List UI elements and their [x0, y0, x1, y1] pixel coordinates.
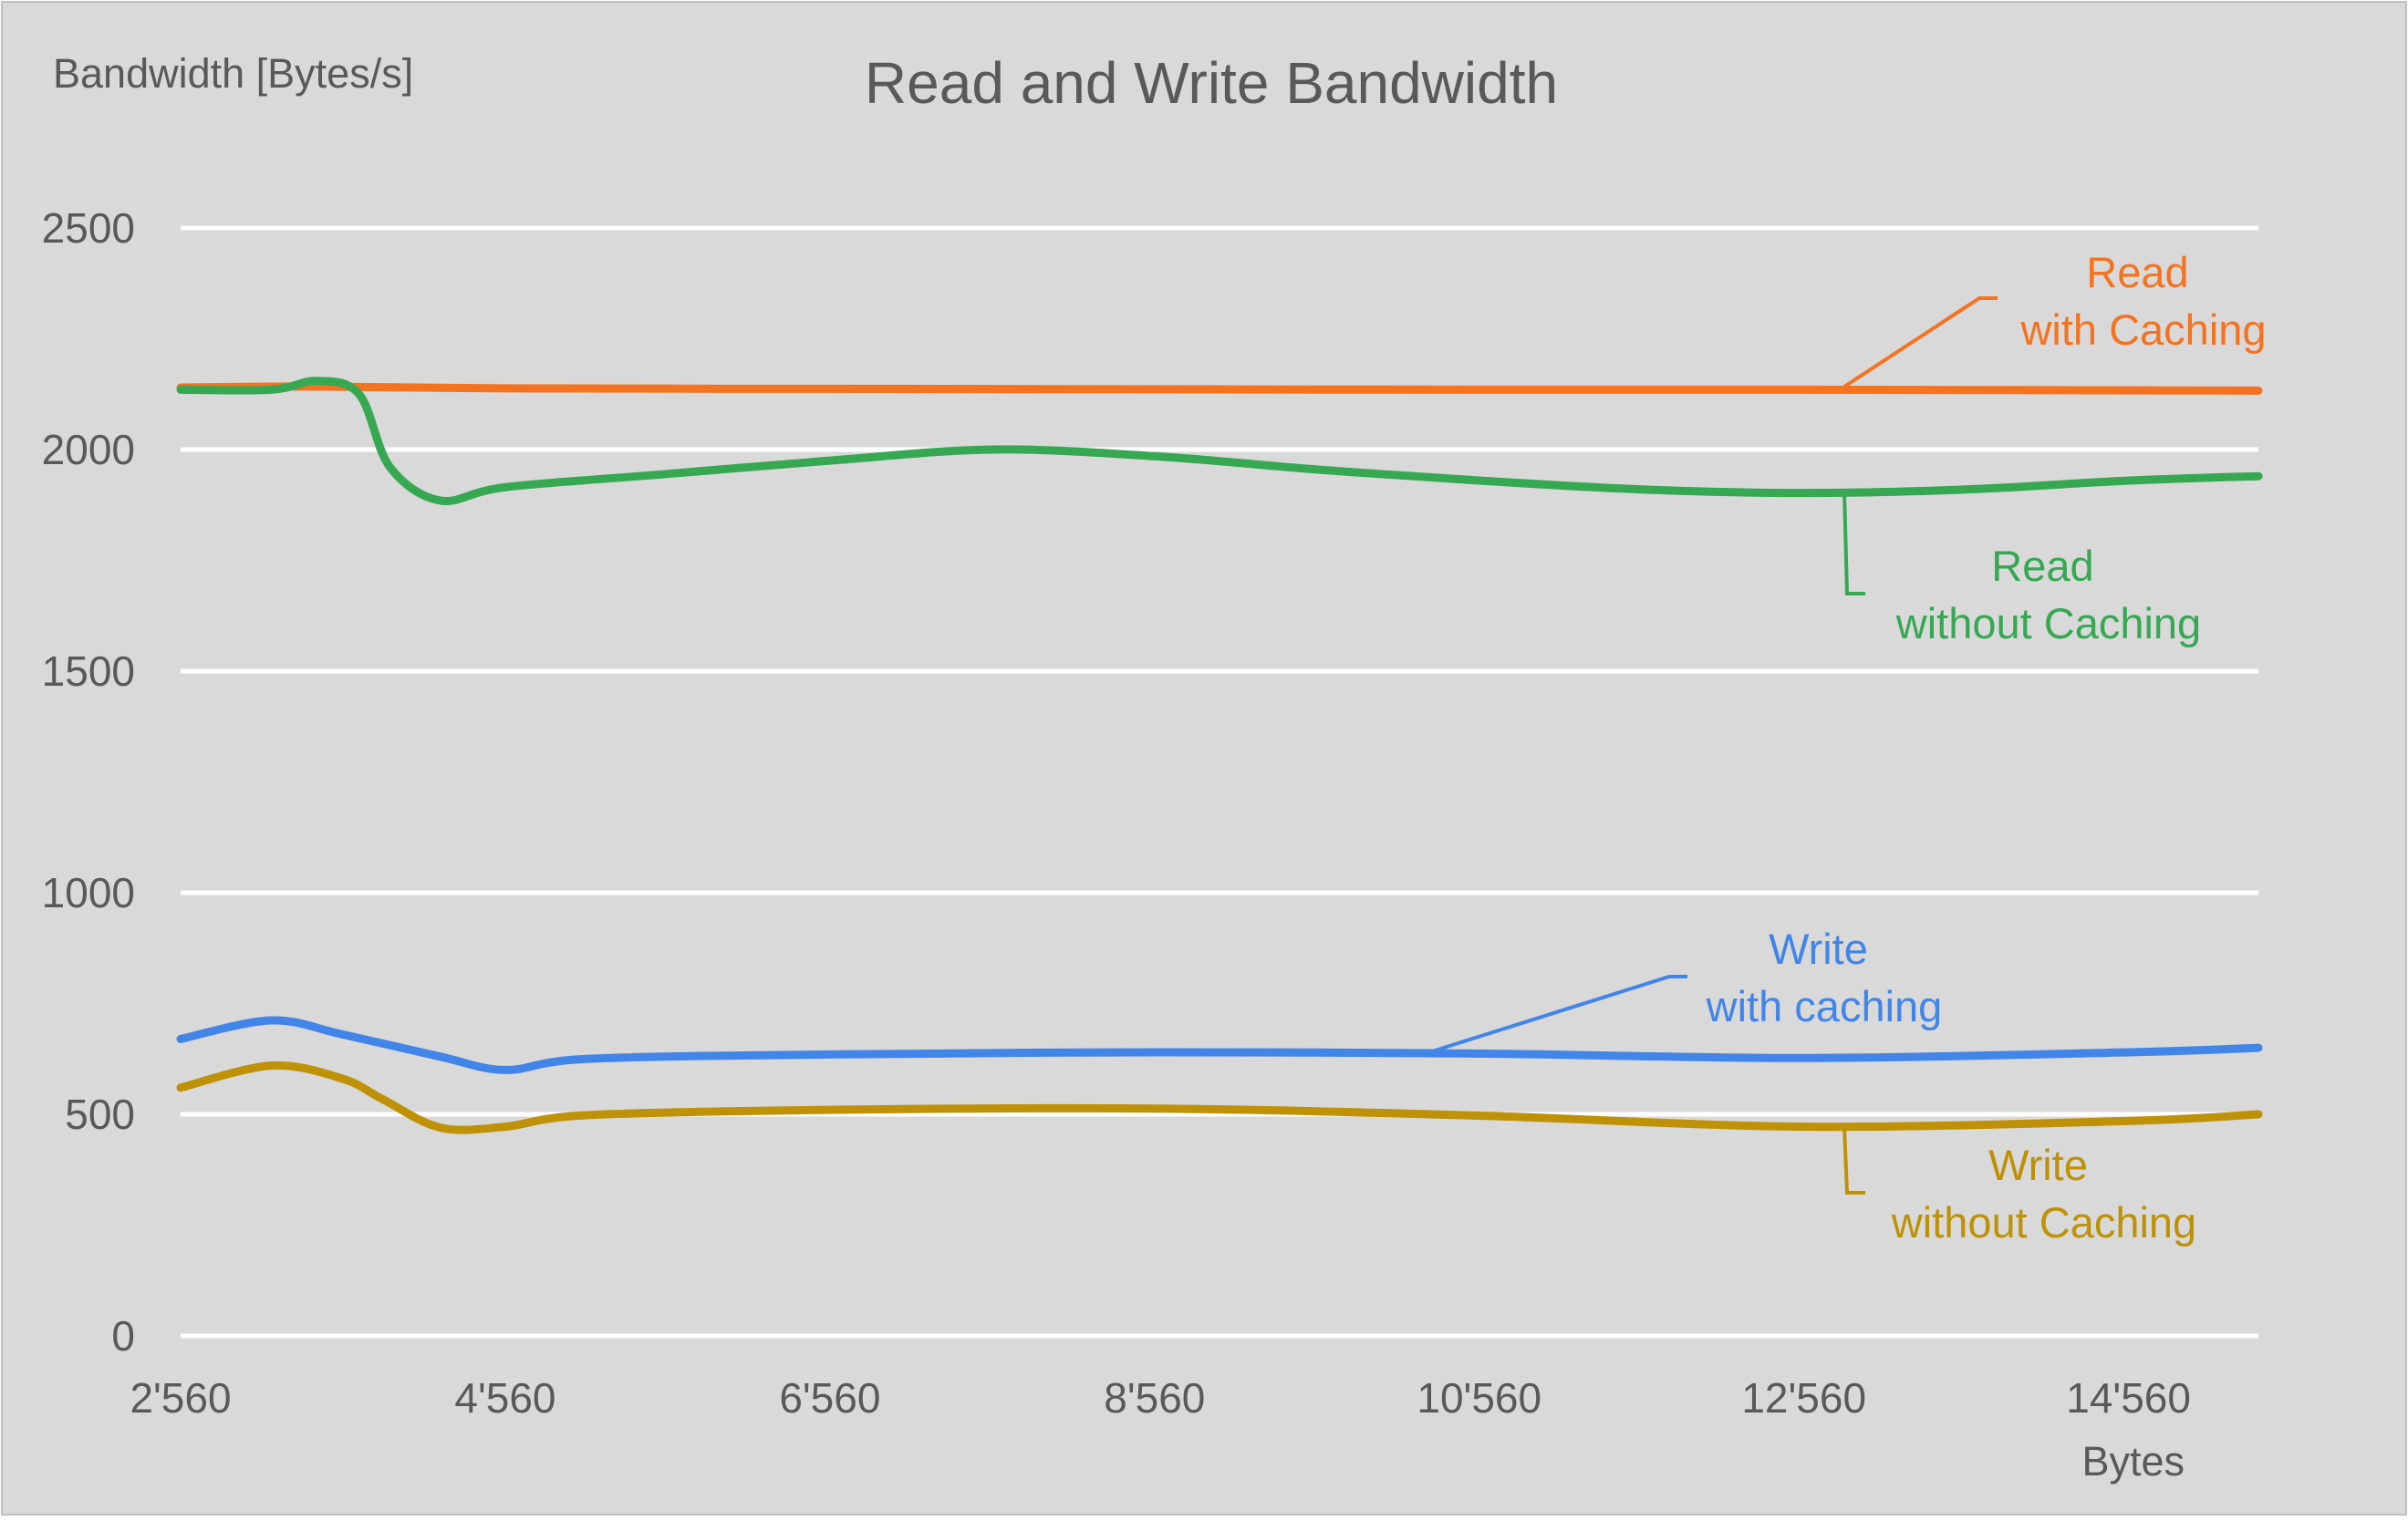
leader-write-with-caching: [1428, 975, 1687, 1054]
x-tick-label: 2'560: [130, 1374, 231, 1422]
series-line-read-without-caching: [176, 377, 2263, 505]
x-tick-label: 4'560: [454, 1374, 555, 1422]
label-read-without-caching-line2: without Caching: [1895, 599, 2201, 647]
series-labels: Read with Caching Read without Caching W…: [1706, 248, 2267, 1247]
label-read-with-caching-line1: Read: [2086, 248, 2188, 296]
y-tick-label: 1500: [42, 647, 135, 695]
leader-read-without-caching: [1842, 490, 1865, 595]
label-write-without-caching: Write without Caching: [1891, 1141, 2196, 1247]
series-lines: [176, 377, 2263, 1134]
grid-lines: [181, 225, 2258, 1339]
label-read-with-caching: Read with Caching: [2019, 248, 2266, 354]
series-line-read-with-caching: [176, 382, 2263, 395]
label-read-with-caching-line2: with Caching: [2019, 305, 2266, 354]
leader-lines: [1428, 296, 1998, 1195]
series-line-write-without-caching: [176, 1061, 2263, 1134]
x-tick-label: 6'560: [779, 1374, 880, 1422]
y-tick-label: 2500: [42, 204, 135, 252]
y-tick-label: 2000: [42, 426, 135, 473]
y-tick-label: 0: [111, 1312, 135, 1360]
leader-write-without-caching: [1842, 1126, 1865, 1195]
label-write-with-caching: Write with caching: [1706, 925, 1943, 1030]
label-read-without-caching: Read without Caching: [1895, 542, 2201, 647]
y-tick-label: 500: [65, 1091, 135, 1138]
x-tick-label: 12'560: [1741, 1374, 1866, 1422]
label-read-without-caching-line1: Read: [1991, 542, 2093, 590]
x-axis-label: Bytes: [2081, 1438, 2185, 1485]
leader-read-with-caching: [1842, 296, 1998, 388]
x-tick-label: 10'560: [1417, 1374, 1541, 1422]
y-tick-labels: 0 500 1000 1500 2000 2500: [42, 204, 135, 1360]
series-line-write-with-caching: [176, 1016, 2263, 1074]
y-tick-label: 1000: [42, 869, 135, 916]
y-axis-label: Bandwidth [Bytes/s]: [53, 50, 413, 97]
x-tick-labels: 2'560 4'560 6'560 8'560 10'560 12'560 14'560: [130, 1374, 2191, 1422]
label-write-without-caching-line1: Write: [1988, 1141, 2088, 1189]
label-write-with-caching-line2: with caching: [1706, 982, 1943, 1030]
label-write-with-caching-line1: Write: [1769, 925, 1868, 973]
label-write-without-caching-line2: without Caching: [1891, 1198, 2196, 1247]
x-tick-label: 14'560: [2066, 1374, 2191, 1422]
chart-title: Read and Write Bandwidth: [865, 50, 1558, 116]
x-tick-label: 8'560: [1104, 1374, 1205, 1422]
